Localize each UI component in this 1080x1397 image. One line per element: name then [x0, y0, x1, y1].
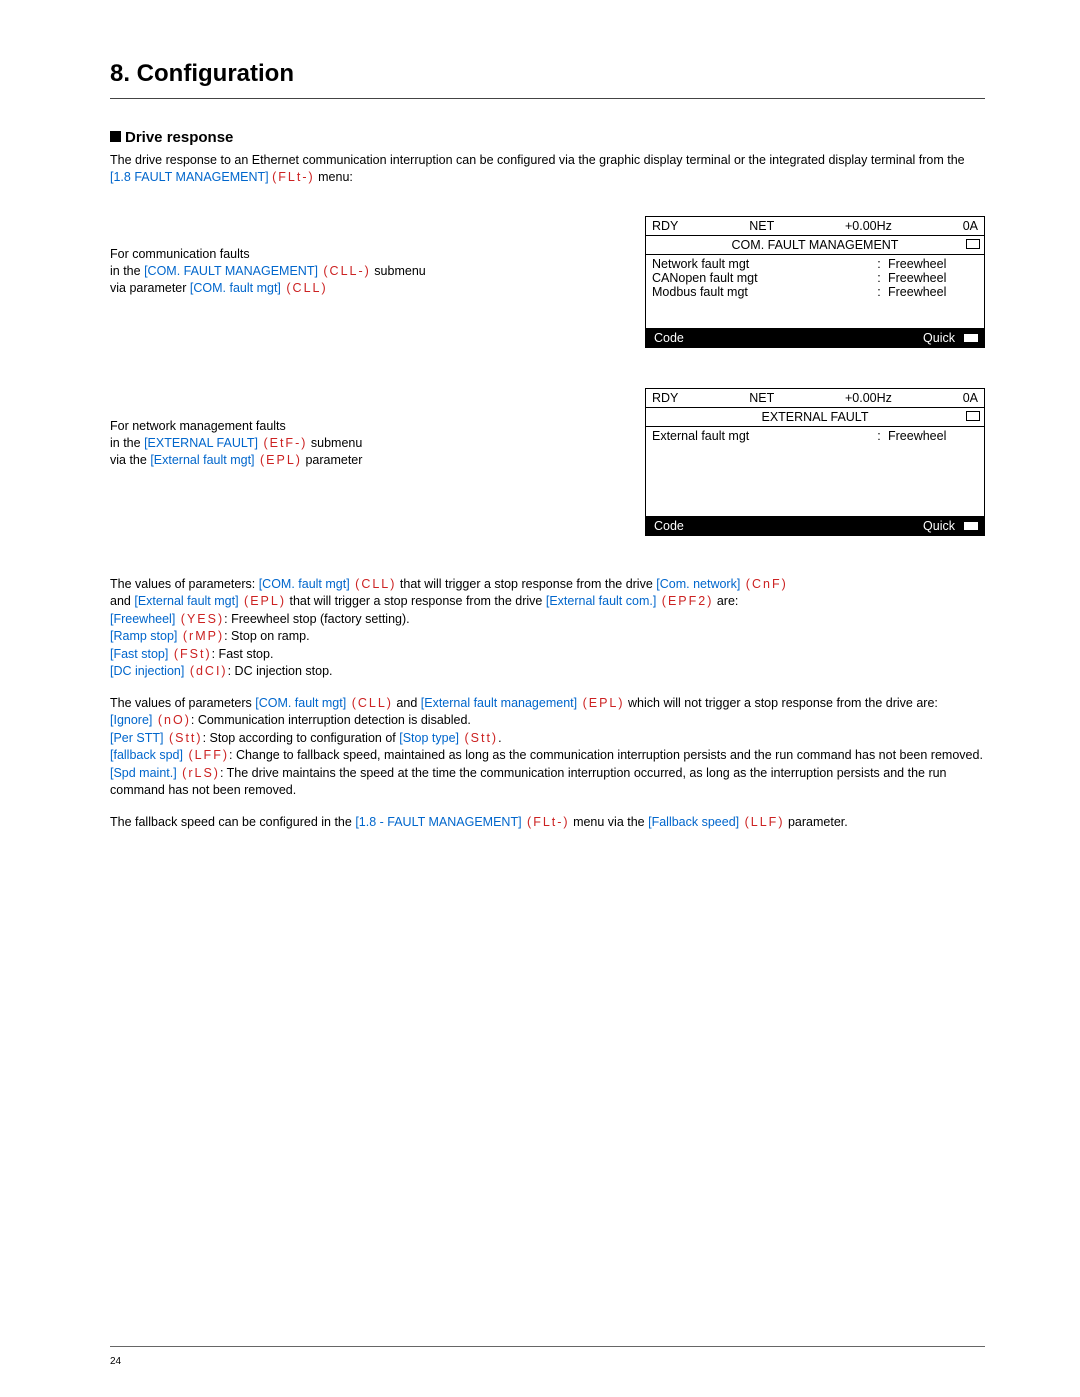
chapter-title: 8. Configuration — [110, 60, 985, 88]
paragraph-fallback: The fallback speed can be configured in … — [110, 814, 985, 832]
footer-divider — [110, 1346, 985, 1347]
paragraph-values-trigger: The values of parameters: [COM. fault mg… — [110, 576, 985, 681]
terminal-1: RDY NET +0.00Hz 0A COM. FAULT MANAGEMENT… — [645, 216, 985, 348]
page-number: 24 — [110, 1356, 121, 1367]
section-heading: Drive response — [110, 129, 985, 146]
paragraph-values-no-trigger: The values of parameters [COM. fault mgt… — [110, 695, 985, 800]
left-text-2: For network management faults in the [EX… — [110, 388, 470, 469]
terminal-2: RDY NET +0.00Hz 0A EXTERNAL FAULT Extern… — [645, 388, 985, 536]
left-text-1: For communication faults in the [COM. FA… — [110, 216, 470, 297]
divider — [110, 98, 985, 99]
intro-paragraph: The drive response to an Ethernet commun… — [110, 152, 985, 186]
